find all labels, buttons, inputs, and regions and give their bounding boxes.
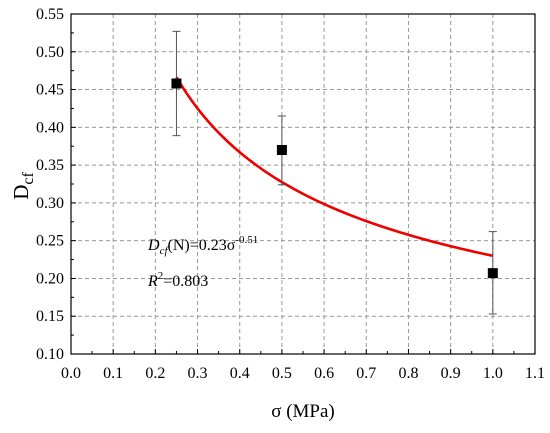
x-tick-label: 0.0 bbox=[61, 365, 81, 382]
y-tick-label: 0.30 bbox=[36, 195, 64, 212]
y-tick-label: 0.40 bbox=[36, 119, 64, 136]
r2-val: =0.803 bbox=[163, 273, 208, 290]
y-tick-label: 0.35 bbox=[36, 157, 64, 174]
fit-curve bbox=[175, 76, 494, 258]
y-tick-label: 0.10 bbox=[36, 346, 64, 363]
eq-mid: (N)=0.23σ bbox=[168, 237, 236, 254]
axis-ticks bbox=[70, 13, 536, 355]
data-point bbox=[171, 78, 182, 89]
y-tick-label: 0.20 bbox=[36, 270, 64, 287]
fit-equation: Dcf(N)=0.23σ-0.51 bbox=[147, 234, 258, 257]
grid bbox=[71, 14, 535, 354]
x-tick-label: 1.0 bbox=[483, 365, 503, 382]
y-tick-label: 0.15 bbox=[36, 308, 64, 325]
x-tick-label: 0.8 bbox=[398, 365, 418, 382]
tick-labels: 0.0 0.1 0.2 0.3 0.4 0.5 0.6 0.7 0.8 0.9 1.0 1.1 0.10… bbox=[36, 6, 545, 382]
x-tick-label: 0.6 bbox=[314, 365, 334, 382]
data-point bbox=[276, 145, 287, 155]
eq-sup: -0.51 bbox=[235, 234, 258, 246]
x-tick-label: 0.5 bbox=[272, 365, 292, 382]
x-axis-title: σ (MPa) bbox=[271, 401, 335, 422]
x-tick-label: 0.3 bbox=[188, 365, 208, 382]
x-tick-label: 1.1 bbox=[525, 365, 545, 382]
y-axis-title-main: D bbox=[9, 185, 33, 200]
x-tick-label: 0.1 bbox=[103, 365, 123, 382]
y-tick-label: 0.55 bbox=[36, 6, 64, 23]
data-points bbox=[171, 30, 498, 315]
y-tick-label: 0.45 bbox=[36, 82, 64, 99]
x-tick-label: 0.2 bbox=[145, 365, 165, 382]
data-point-group bbox=[276, 115, 287, 186]
plot-frame bbox=[70, 13, 536, 355]
y-tick-label: 0.50 bbox=[36, 44, 64, 61]
eq-d: D bbox=[147, 237, 160, 254]
x-tick-label: 0.9 bbox=[441, 365, 461, 382]
data-point-group bbox=[171, 30, 182, 137]
y-axis-title: Dcf bbox=[9, 172, 37, 200]
data-point-group bbox=[487, 231, 498, 315]
r2-sup: 2 bbox=[158, 270, 164, 282]
r-squared: R2=0.803 bbox=[147, 270, 208, 290]
r2-r: R bbox=[147, 273, 158, 290]
y-axis-title-sub: cf bbox=[20, 172, 37, 185]
x-tick-label: 0.4 bbox=[230, 365, 250, 382]
y-tick-label: 0.25 bbox=[36, 233, 64, 250]
x-tick-label: 0.7 bbox=[356, 365, 376, 382]
eq-sub: cf bbox=[160, 245, 170, 257]
data-point bbox=[487, 268, 498, 279]
